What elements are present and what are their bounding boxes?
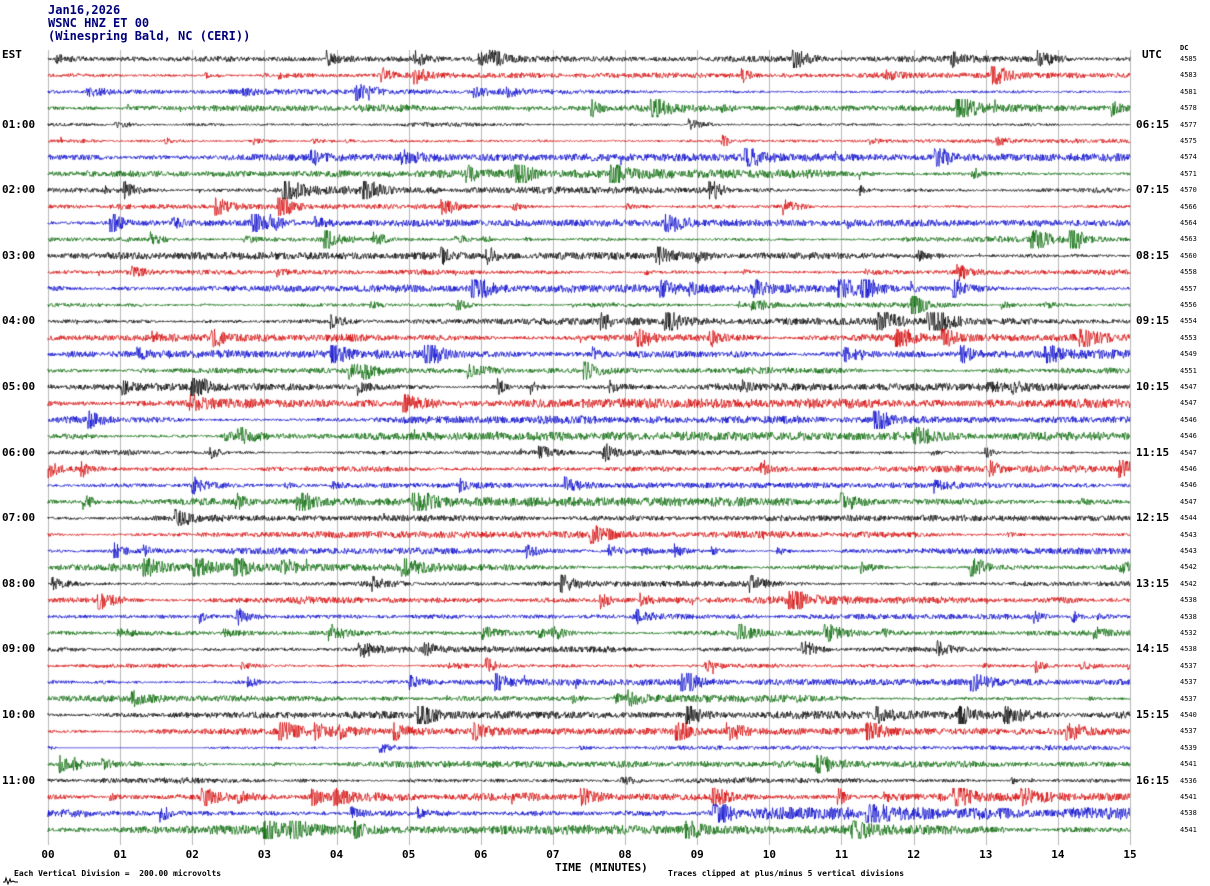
utc-hour-label: 15:15 (1136, 708, 1170, 721)
dc-value: 4563 (1180, 235, 1197, 244)
dc-value: 4571 (1180, 169, 1197, 178)
dc-value: 4574 (1180, 153, 1197, 162)
header-location: (Winespring Bald, NC (CERI)) (48, 29, 251, 43)
dc-value: 4547 (1180, 448, 1197, 457)
minute-tick-label: 01 (113, 848, 127, 861)
est-hour-label: 01:00 (2, 117, 36, 131)
dc-value: 4570 (1180, 186, 1197, 195)
dc-value: 4544 (1180, 514, 1197, 523)
dc-value: 4538 (1180, 809, 1197, 818)
dc-column-label: DC (1180, 44, 1189, 52)
utc-hour-label: 14:15 (1136, 642, 1170, 656)
minute-tick-label: 09 (690, 848, 704, 861)
dc-value: 4547 (1180, 383, 1197, 391)
dc-value: 4577 (1180, 120, 1197, 129)
minute-tick-label: 08 (618, 848, 632, 861)
dc-value: 4551 (1180, 366, 1197, 375)
clip-note: Traces clipped at plus/minus 5 vertical … (668, 869, 905, 878)
scale-note: Each Vertical Division = 200.00 microvol… (14, 869, 222, 878)
utc-hour-label: 06:15 (1136, 117, 1170, 131)
minute-tick-label: 00 (41, 848, 55, 861)
est-axis-label: EST (2, 48, 22, 61)
dc-value: 4583 (1180, 71, 1197, 80)
dc-value: 4536 (1180, 776, 1197, 785)
dc-value: 4553 (1180, 333, 1197, 342)
minute-tick-label: 10 (762, 848, 776, 861)
dc-value: 4554 (1180, 317, 1197, 326)
dc-value: 4557 (1180, 284, 1197, 293)
est-hour-label: 11:00 (2, 773, 36, 787)
dc-value: 4541 (1180, 793, 1197, 801)
dc-value: 4549 (1180, 350, 1197, 359)
minute-tick-label: 11 (834, 848, 849, 861)
est-hour-label: 10:00 (2, 708, 36, 721)
minute-tick-label: 05 (402, 848, 416, 861)
est-hour-label: 07:00 (2, 511, 36, 525)
dc-value: 4560 (1180, 251, 1197, 260)
dc-value: 4546 (1180, 415, 1197, 424)
dc-value: 4546 (1180, 481, 1197, 490)
est-hour-label: 05:00 (2, 380, 36, 393)
minute-tick-label: 13 (979, 848, 993, 861)
header-station: WSNC HNZ ET 00 (48, 16, 150, 30)
minute-tick-label: 04 (329, 848, 344, 861)
dc-value: 4547 (1180, 399, 1197, 408)
utc-hour-label: 07:15 (1136, 183, 1170, 197)
utc-hour-label: 11:15 (1136, 445, 1170, 459)
dc-value: 4539 (1180, 743, 1197, 752)
dc-value: 4566 (1180, 202, 1197, 211)
dc-value: 4547 (1180, 497, 1197, 506)
dc-value: 4537 (1180, 678, 1197, 687)
dc-value: 4538 (1180, 596, 1197, 605)
utc-hour-label: 09:15 (1136, 314, 1170, 328)
dc-value: 4541 (1180, 760, 1197, 769)
utc-hour-label: 12:15 (1136, 511, 1170, 525)
est-hour-label: 08:00 (2, 576, 36, 590)
dc-value: 4537 (1180, 661, 1197, 670)
minute-tick-label: 14 (1051, 848, 1065, 861)
dc-value: 4542 (1180, 563, 1197, 572)
dc-value: 4537 (1180, 727, 1197, 736)
minute-tick-label: 15 (1123, 848, 1137, 861)
dc-value: 4546 (1180, 432, 1197, 441)
dc-value: 4546 (1180, 465, 1197, 473)
dc-value: 4558 (1180, 268, 1197, 277)
x-axis-title: TIME (MINUTES) (555, 861, 648, 874)
header-date: Jan16,2026 (48, 3, 121, 17)
dc-value: 4532 (1180, 629, 1197, 637)
est-hour-label: 03:00 (2, 248, 36, 262)
dc-value: 4541 (1180, 825, 1197, 834)
utc-hour-label: 16:15 (1136, 773, 1170, 787)
minute-tick-label: 02 (185, 848, 199, 861)
dc-value: 4538 (1180, 612, 1197, 621)
dc-value: 4540 (1180, 711, 1197, 719)
utc-hour-label: 13:15 (1136, 576, 1170, 590)
dc-value: 4564 (1180, 219, 1197, 227)
dc-value: 4581 (1180, 87, 1197, 96)
wave-logo-icon (3, 876, 18, 885)
dc-value: 4575 (1180, 137, 1197, 145)
est-hour-label: 09:00 (2, 642, 36, 656)
est-hour-label: 04:00 (2, 314, 36, 328)
dc-value: 4543 (1180, 530, 1197, 539)
dc-value: 4542 (1180, 579, 1197, 588)
dc-value: 4538 (1180, 645, 1197, 654)
dc-value: 4537 (1180, 694, 1197, 703)
minute-tick-label: 03 (257, 848, 272, 861)
dc-value: 4585 (1180, 55, 1197, 63)
minute-tick-label: 06 (474, 848, 488, 861)
dc-value: 4556 (1180, 301, 1197, 309)
utc-hour-label: 10:15 (1136, 380, 1170, 393)
dc-value: 4578 (1180, 104, 1197, 113)
minute-tick-label: 12 (906, 848, 921, 861)
minute-tick-label: 07 (546, 848, 560, 861)
utc-hour-label: 08:15 (1136, 248, 1170, 262)
est-hour-label: 02:00 (2, 183, 36, 197)
utc-axis-label: UTC (1142, 48, 1162, 61)
dc-value: 4543 (1180, 547, 1197, 555)
est-hour-label: 06:00 (2, 445, 36, 459)
